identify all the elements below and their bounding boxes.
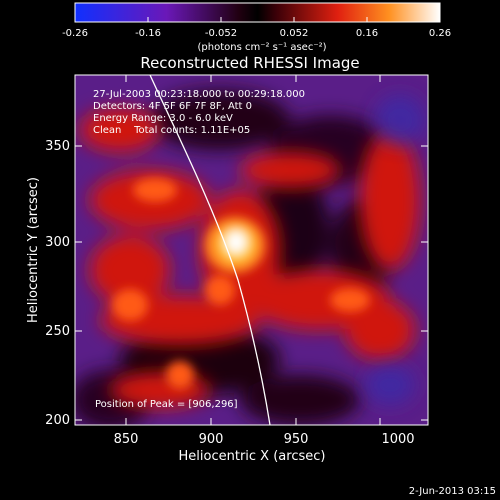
info-line-energy: Energy Range: 3.0 - 6.0 keV xyxy=(93,113,233,124)
footer-date: 2-Jun-2013 03:15 xyxy=(409,486,496,497)
colorbar xyxy=(74,2,441,23)
info-text: 27-Jul-2003 00:23:18.000 to 00:29:18.000… xyxy=(93,89,305,136)
colorbar-tick-label: -0.052 xyxy=(205,28,237,39)
x-tick-label: 950 xyxy=(284,432,309,447)
colorbar-tick-label: 0.052 xyxy=(280,28,309,39)
x-axis-label: Heliocentric X (arcsec) xyxy=(179,449,326,464)
y-tick-labels: 200 250 300 350 xyxy=(45,139,70,428)
y-tick-label: 300 xyxy=(45,235,70,250)
x-axis-ticks xyxy=(125,75,381,425)
info-line-clean: Clean Total counts: 1.11E+05 xyxy=(93,125,250,136)
colorbar-tick-label: -0.16 xyxy=(135,28,161,39)
x-tick-label: 1000 xyxy=(381,432,414,447)
plot-frame xyxy=(74,74,429,426)
y-tick-label: 250 xyxy=(45,324,70,339)
solar-limb-curve xyxy=(149,75,271,425)
x-tick-label: 900 xyxy=(199,432,224,447)
y-tick-label: 350 xyxy=(45,139,70,154)
y-axis-label: Heliocentric Y (arcsec) xyxy=(26,177,41,323)
image-title: Reconstructed RHESSI Image xyxy=(140,54,359,72)
y-tick-label: 200 xyxy=(45,413,70,428)
colorbar-tick-label: -0.26 xyxy=(62,28,88,39)
x-tick-labels: 850 900 950 1000 xyxy=(114,432,415,447)
info-line-time: 27-Jul-2003 00:23:18.000 to 00:29:18.000 xyxy=(93,89,305,100)
x-tick-label: 850 xyxy=(114,432,139,447)
peak-position-text: Position of Peak = [906,296] xyxy=(95,399,238,410)
info-line-detectors: Detectors: 4F 5F 6F 7F 8F, Att 0 xyxy=(93,101,252,112)
colorbar-units: (photons cm⁻² s⁻¹ asec⁻²) xyxy=(197,42,326,53)
rhessi-image xyxy=(75,75,428,425)
colorbar-ticks xyxy=(74,17,441,22)
colorbar-tick-label: 0.16 xyxy=(356,28,378,39)
y-axis-ticks xyxy=(75,145,428,421)
colorbar-tick-label: 0.26 xyxy=(429,28,451,39)
colorbar-tick-labels: -0.26 -0.16 -0.052 0.052 0.16 0.26 xyxy=(62,28,451,39)
